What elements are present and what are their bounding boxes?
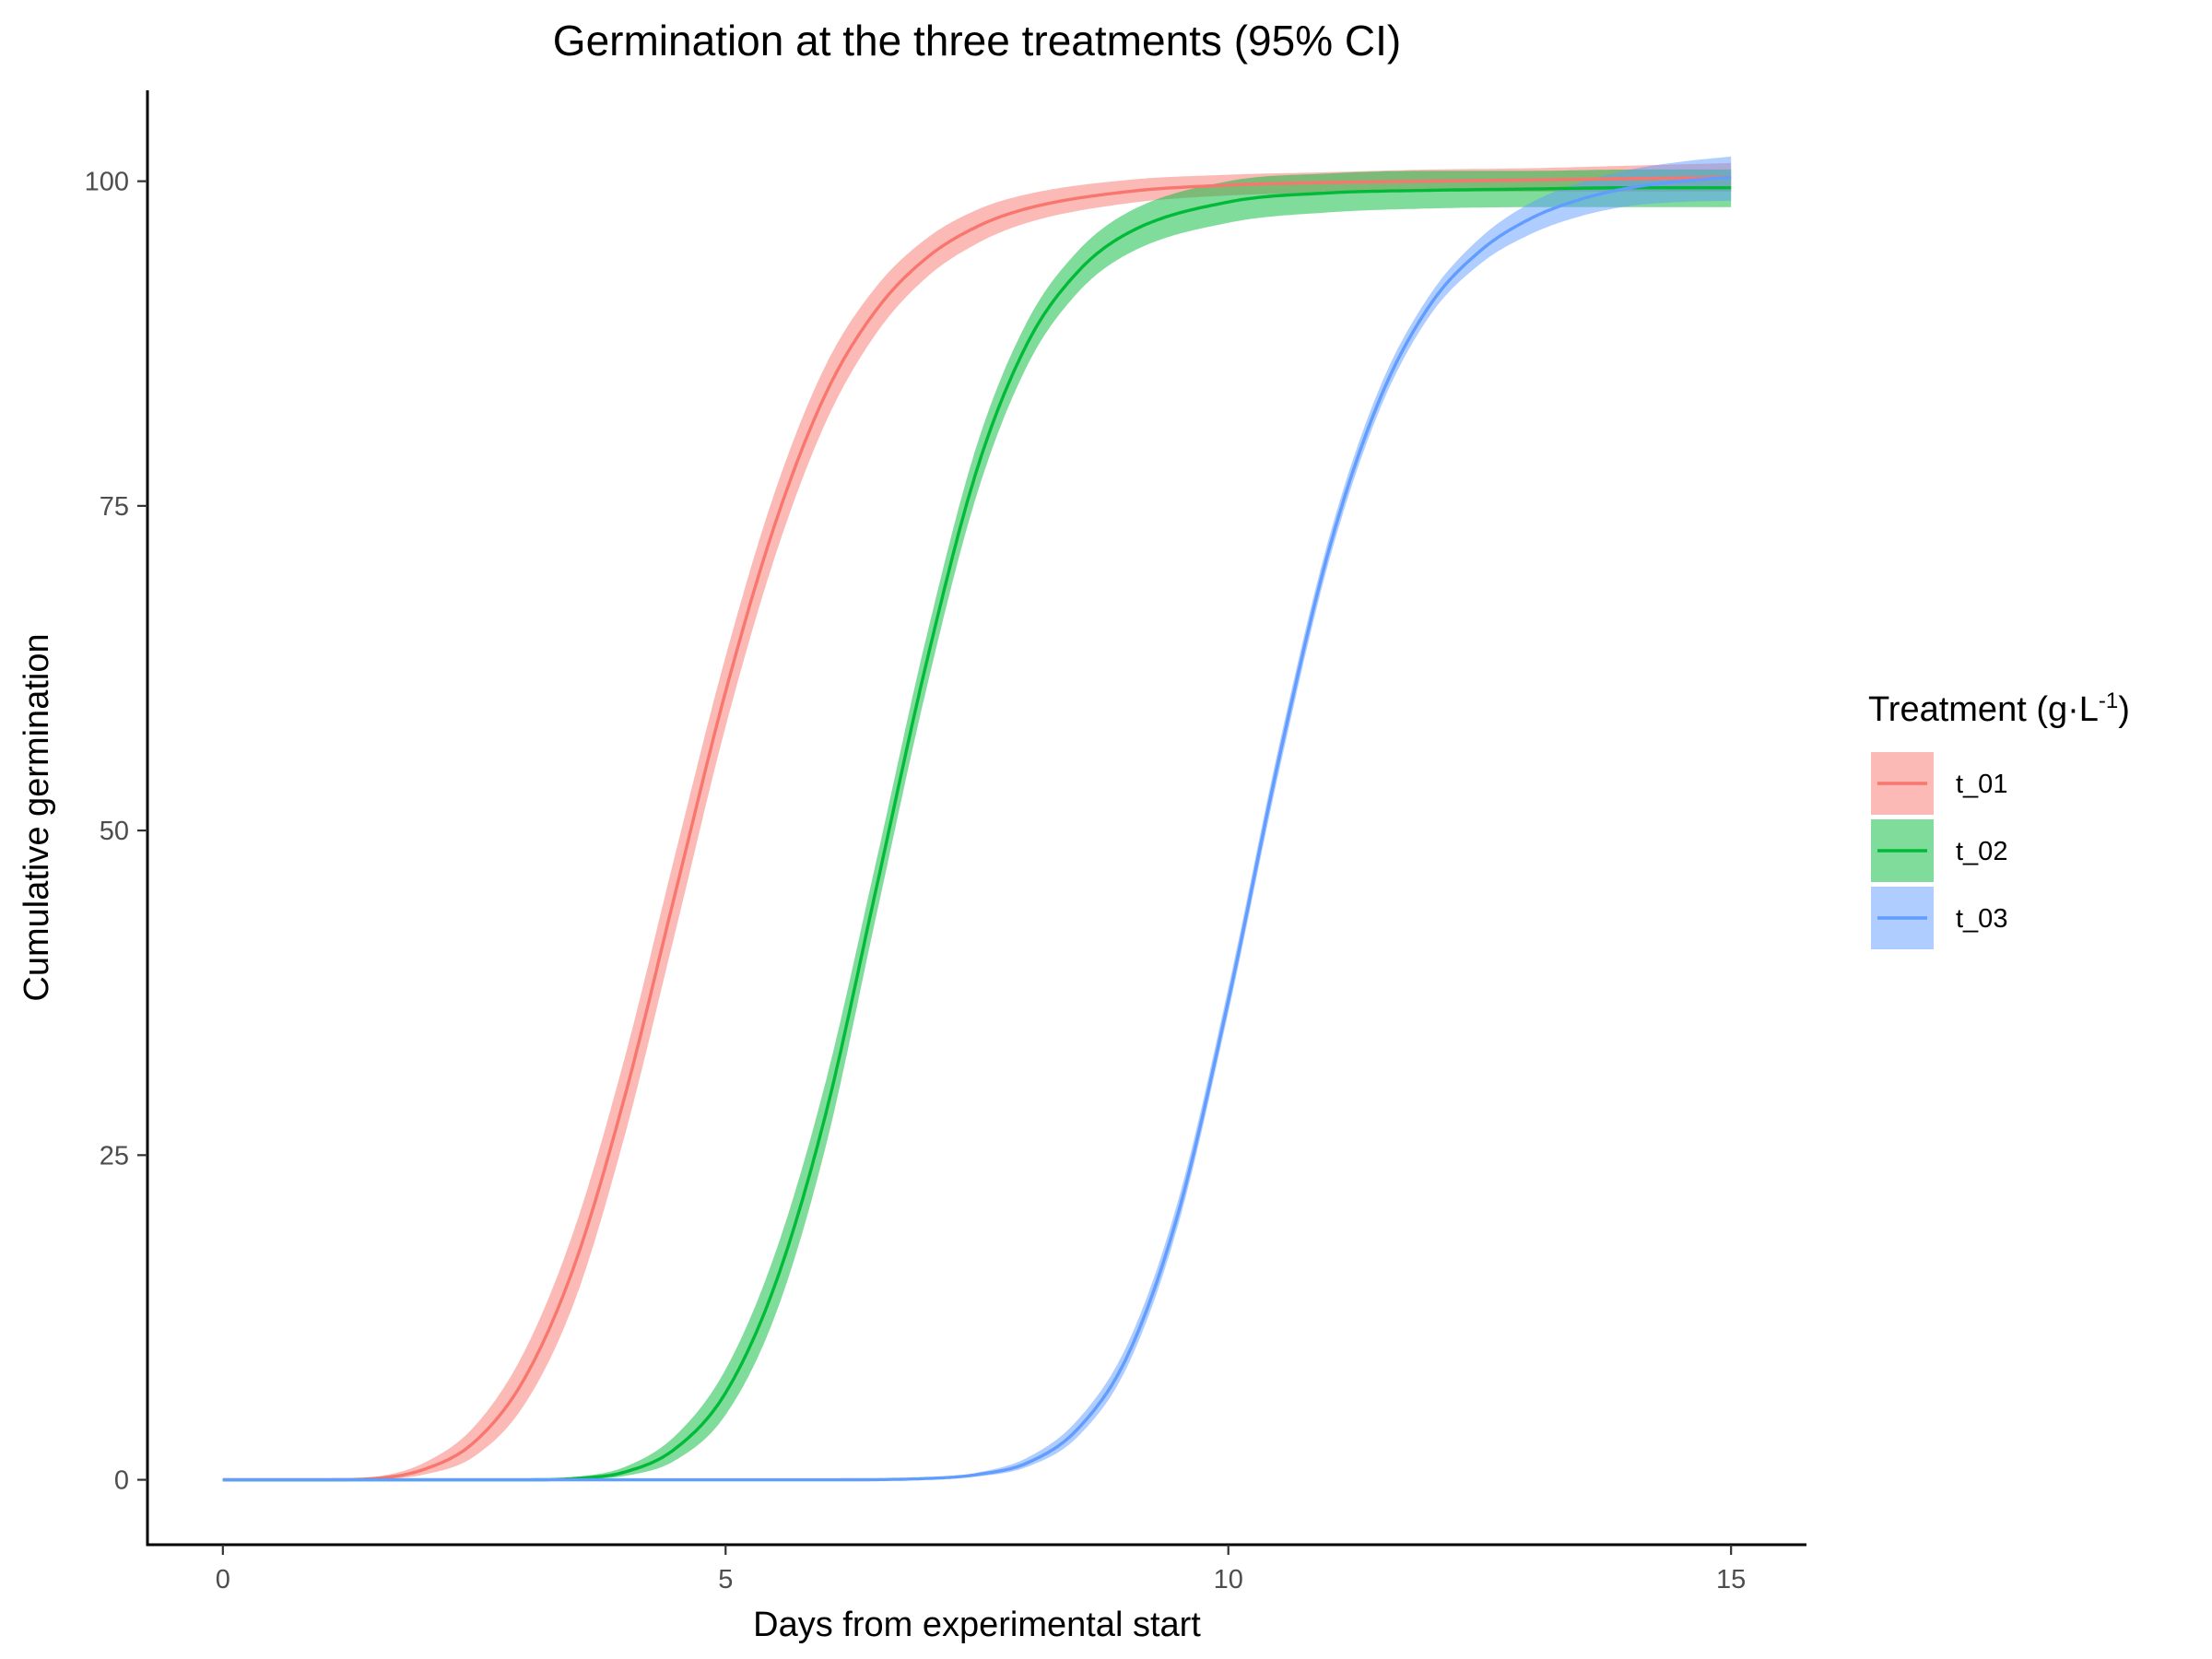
ci-ribbon-t_02 — [222, 169, 1732, 1480]
line-t_03 — [222, 175, 1732, 1482]
y-tick-label: 50 — [100, 817, 129, 846]
chart-title: Germination at the three treatments (95%… — [553, 17, 1401, 65]
legend-title-end: ) — [2118, 690, 2130, 729]
legend-item-t_01: t_01 — [1871, 752, 2007, 815]
legend-label: t_03 — [1956, 904, 2007, 934]
x-axis-ticks: 0 5 10 15 — [216, 1545, 1746, 1594]
legend: Treatment (g·L-1) t_01 t_02 t_03 — [1868, 688, 2130, 949]
x-tick-label: 10 — [1214, 1565, 1243, 1594]
y-axis-ticks: 0 25 50 75 100 — [85, 168, 147, 1496]
ci-ribbon-t_03 — [222, 156, 1732, 1480]
line-t_02 — [222, 186, 1732, 1482]
line-t_01 — [222, 175, 1732, 1482]
x-tick-label: 0 — [216, 1565, 230, 1594]
x-tick-label: 15 — [1716, 1565, 1746, 1594]
y-tick-label: 100 — [85, 168, 129, 197]
y-axis-title: Cumulative germination — [18, 633, 56, 1001]
legend-label: t_01 — [1956, 770, 2007, 799]
legend-title: Treatment (g·L-1) — [1868, 688, 2130, 729]
legend-title-superscript: -1 — [2099, 688, 2118, 713]
ci-ribbon-t_01 — [222, 162, 1732, 1480]
legend-label: t_02 — [1956, 837, 2007, 866]
x-tick-label: 5 — [718, 1565, 733, 1594]
x-axis-title: Days from experimental start — [753, 1606, 1201, 1644]
y-tick-label: 75 — [100, 492, 129, 522]
legend-keys: t_01 t_02 t_03 — [1871, 752, 2007, 949]
y-tick-label: 0 — [114, 1466, 129, 1496]
legend-title-main: Treatment (g·L — [1868, 690, 2099, 729]
series-layer — [222, 156, 1732, 1482]
legend-item-t_02: t_02 — [1871, 819, 2007, 882]
y-tick-label: 25 — [100, 1141, 129, 1171]
legend-item-t_03: t_03 — [1871, 887, 2007, 949]
